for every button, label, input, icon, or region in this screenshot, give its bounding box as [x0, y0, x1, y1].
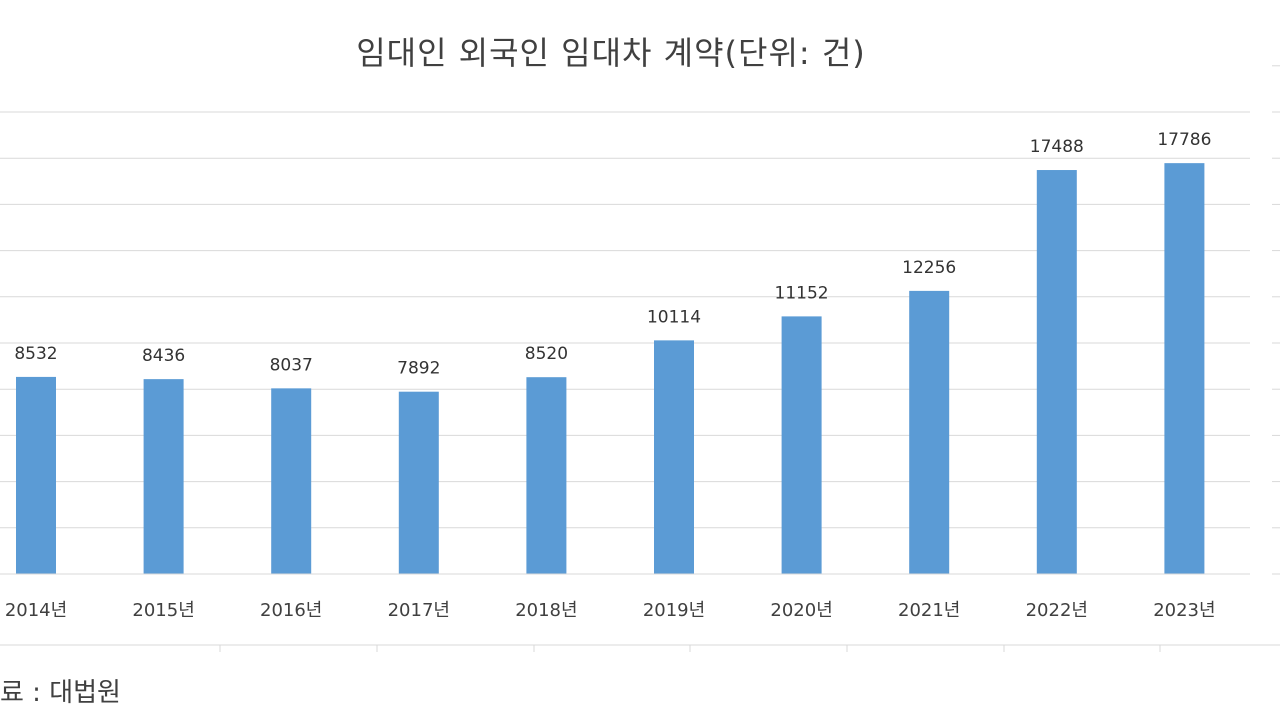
bar-2020년	[781, 316, 822, 574]
data-label: 7892	[397, 359, 440, 379]
data-label: 17786	[1157, 130, 1211, 150]
bar-2015년	[143, 379, 184, 574]
data-label: 12256	[902, 258, 956, 278]
data-label: 8532	[14, 344, 57, 364]
x-tick-labels: 2014년 2015년 2016년 2017년 2018년 2019년 2020년 2021년…	[5, 600, 1216, 621]
x-tick-label: 2017년	[388, 600, 450, 621]
data-label: 17488	[1030, 137, 1084, 157]
bar-2023년	[1164, 163, 1205, 574]
x-tick-label: 2014년	[5, 600, 67, 621]
bar-2021년	[909, 290, 950, 574]
x-tick-label: 2015년	[132, 600, 194, 621]
x-tick-label: 2018년	[515, 600, 577, 621]
bar-2018년	[526, 377, 567, 574]
bar-2022년	[1036, 170, 1077, 574]
data-label: 11152	[775, 283, 829, 303]
data-labels: 8532 8436 8037 7892 8520 10114 11152 12256 17488…	[14, 130, 1211, 379]
bars	[16, 163, 1205, 574]
x-tick-label: 2022년	[1026, 600, 1088, 621]
chart-title: 임대인 외국인 임대차 계약(단위: 건)	[356, 34, 866, 72]
x-axis	[0, 65, 1280, 652]
x-tick-label: 2020년	[770, 600, 832, 621]
data-label: 8520	[525, 344, 568, 364]
data-label: 8436	[142, 346, 185, 366]
x-tick-label: 2023년	[1153, 600, 1215, 621]
bar-2014년	[16, 376, 56, 574]
bar-2019년	[654, 340, 694, 574]
x-tick-label: 2021년	[898, 600, 960, 621]
data-label: 10114	[647, 307, 701, 327]
x-tick-label: 2019년	[643, 600, 705, 621]
data-label: 8037	[270, 355, 313, 375]
source-note: 료 : 대법원	[0, 678, 121, 708]
bar-2016년	[271, 388, 312, 574]
bar-2017년	[398, 391, 439, 574]
x-tick-label: 2016년	[260, 600, 322, 621]
